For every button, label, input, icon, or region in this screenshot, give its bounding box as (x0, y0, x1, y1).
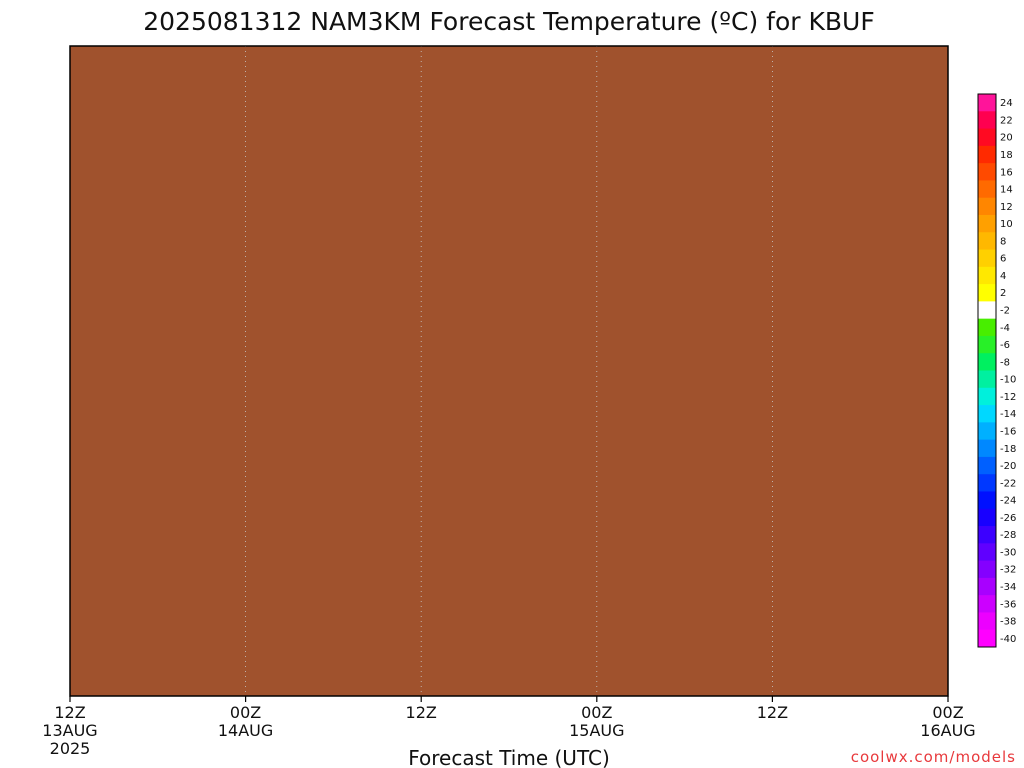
colorbar-swatch (978, 249, 996, 268)
ground-surface (70, 46, 948, 696)
colorbar-label: -26 (1000, 513, 1016, 524)
colorbar-label: -32 (1000, 565, 1016, 576)
colorbar-label: -18 (1000, 444, 1016, 455)
colorbar-swatch (978, 232, 996, 251)
colorbar-swatch (978, 301, 996, 320)
colorbar-swatch (978, 94, 996, 112)
colorbar-swatch (978, 335, 996, 354)
x-tick-label: 12Z (757, 703, 788, 722)
colorbar-label: -16 (1000, 427, 1016, 438)
plot-grid (70, 46, 948, 696)
colorbar-swatch (978, 266, 996, 285)
colorbar-label: -4 (1000, 323, 1010, 334)
x-tick-label: 12Z (406, 703, 437, 722)
colorbar-label: -38 (1000, 617, 1016, 628)
colorbar-swatch (978, 214, 996, 233)
colorbar-swatch (978, 508, 996, 527)
colorbar-label: -14 (1000, 409, 1016, 420)
colorbar-frame (977, 93, 997, 648)
colorbar-label: 22 (1000, 115, 1013, 126)
colorbar-label: -40 (1000, 634, 1016, 645)
colorbar-swatch (978, 439, 996, 458)
colorbar-label: 16 (1000, 167, 1013, 178)
colorbar-label: 20 (1000, 133, 1013, 144)
colorbar-label: -8 (1000, 357, 1010, 368)
colorbar-label: -10 (1000, 375, 1016, 386)
colorbar-swatch (978, 577, 996, 596)
colorbar-swatch (978, 526, 996, 544)
colorbar-label: -20 (1000, 461, 1016, 472)
colorbar-label: 6 (1000, 254, 1006, 265)
colorbar-label: -30 (1000, 548, 1016, 559)
colorbar-label: 18 (1000, 150, 1013, 161)
x-tick-label: 12Z (54, 703, 85, 722)
colorbar-swatch (978, 318, 996, 337)
x-tick-label: 16AUG (920, 721, 975, 740)
x-tick-label: 14AUG (218, 721, 273, 740)
x-axis-label: Forecast Time (UTC) (408, 746, 610, 768)
x-tick-label: 00Z (581, 703, 612, 722)
colorbar-swatch (978, 612, 996, 631)
colorbar-swatch (978, 474, 996, 492)
colorbar-label: -12 (1000, 392, 1016, 403)
colorbar-swatch (978, 370, 996, 389)
colorbar-label: -28 (1000, 530, 1016, 541)
x-tick-label: 15AUG (569, 721, 624, 740)
colorbar-label: 10 (1000, 219, 1013, 230)
plot-frame (69, 45, 949, 697)
colorbar-label: -6 (1000, 340, 1010, 351)
colorbar-swatch (978, 629, 996, 648)
colorbar-swatch (978, 543, 996, 562)
x-tick-label: 2025 (50, 739, 91, 758)
colorbar-swatch (978, 595, 996, 613)
colorbar-swatch (978, 145, 996, 164)
colorbar-legend: 24 22 20 18 16 14 12 10 8 6 4 2 -2 -4 -6 -8 -10 -12 -14 -16… (977, 93, 1016, 648)
colorbar-swatch (978, 456, 996, 475)
colorbar-label: 8 (1000, 236, 1006, 247)
colorbar-swatch (978, 491, 996, 510)
colorbar-label: -22 (1000, 478, 1016, 489)
colorbar-label: 4 (1000, 271, 1006, 282)
colorbar-swatch (978, 387, 996, 406)
colorbar-swatch (978, 128, 996, 147)
temperature-field (70, 46, 948, 696)
credit-text: coolwx.com/models (851, 748, 1016, 766)
colorbar-label: 12 (1000, 202, 1013, 213)
colorbar-swatch (978, 560, 996, 579)
chart-title: 2025081312 NAM3KM Forecast Temperature (… (143, 7, 874, 36)
colorbar-swatch (978, 405, 996, 423)
colorbar-label: -36 (1000, 599, 1016, 610)
colorbar-label: -34 (1000, 582, 1016, 593)
colorbar-swatch (978, 353, 996, 371)
colorbar-label: 24 (1000, 98, 1013, 109)
colorbar-label: -2 (1000, 306, 1010, 317)
colorbar-swatch (978, 111, 996, 130)
colorbar-swatch (978, 163, 996, 181)
colorbar-label: 2 (1000, 288, 1006, 299)
colorbar-swatch (978, 284, 996, 302)
x-tick-label: 00Z (230, 703, 261, 722)
colorbar-swatch (978, 197, 996, 216)
x-tick-label: 13AUG (42, 721, 97, 740)
colorbar-swatch (978, 422, 996, 441)
colorbar-label: 14 (1000, 185, 1013, 196)
colorbar-swatch (978, 180, 996, 199)
x-tick-label: 00Z (932, 703, 963, 722)
colorbar-label: -24 (1000, 496, 1016, 507)
